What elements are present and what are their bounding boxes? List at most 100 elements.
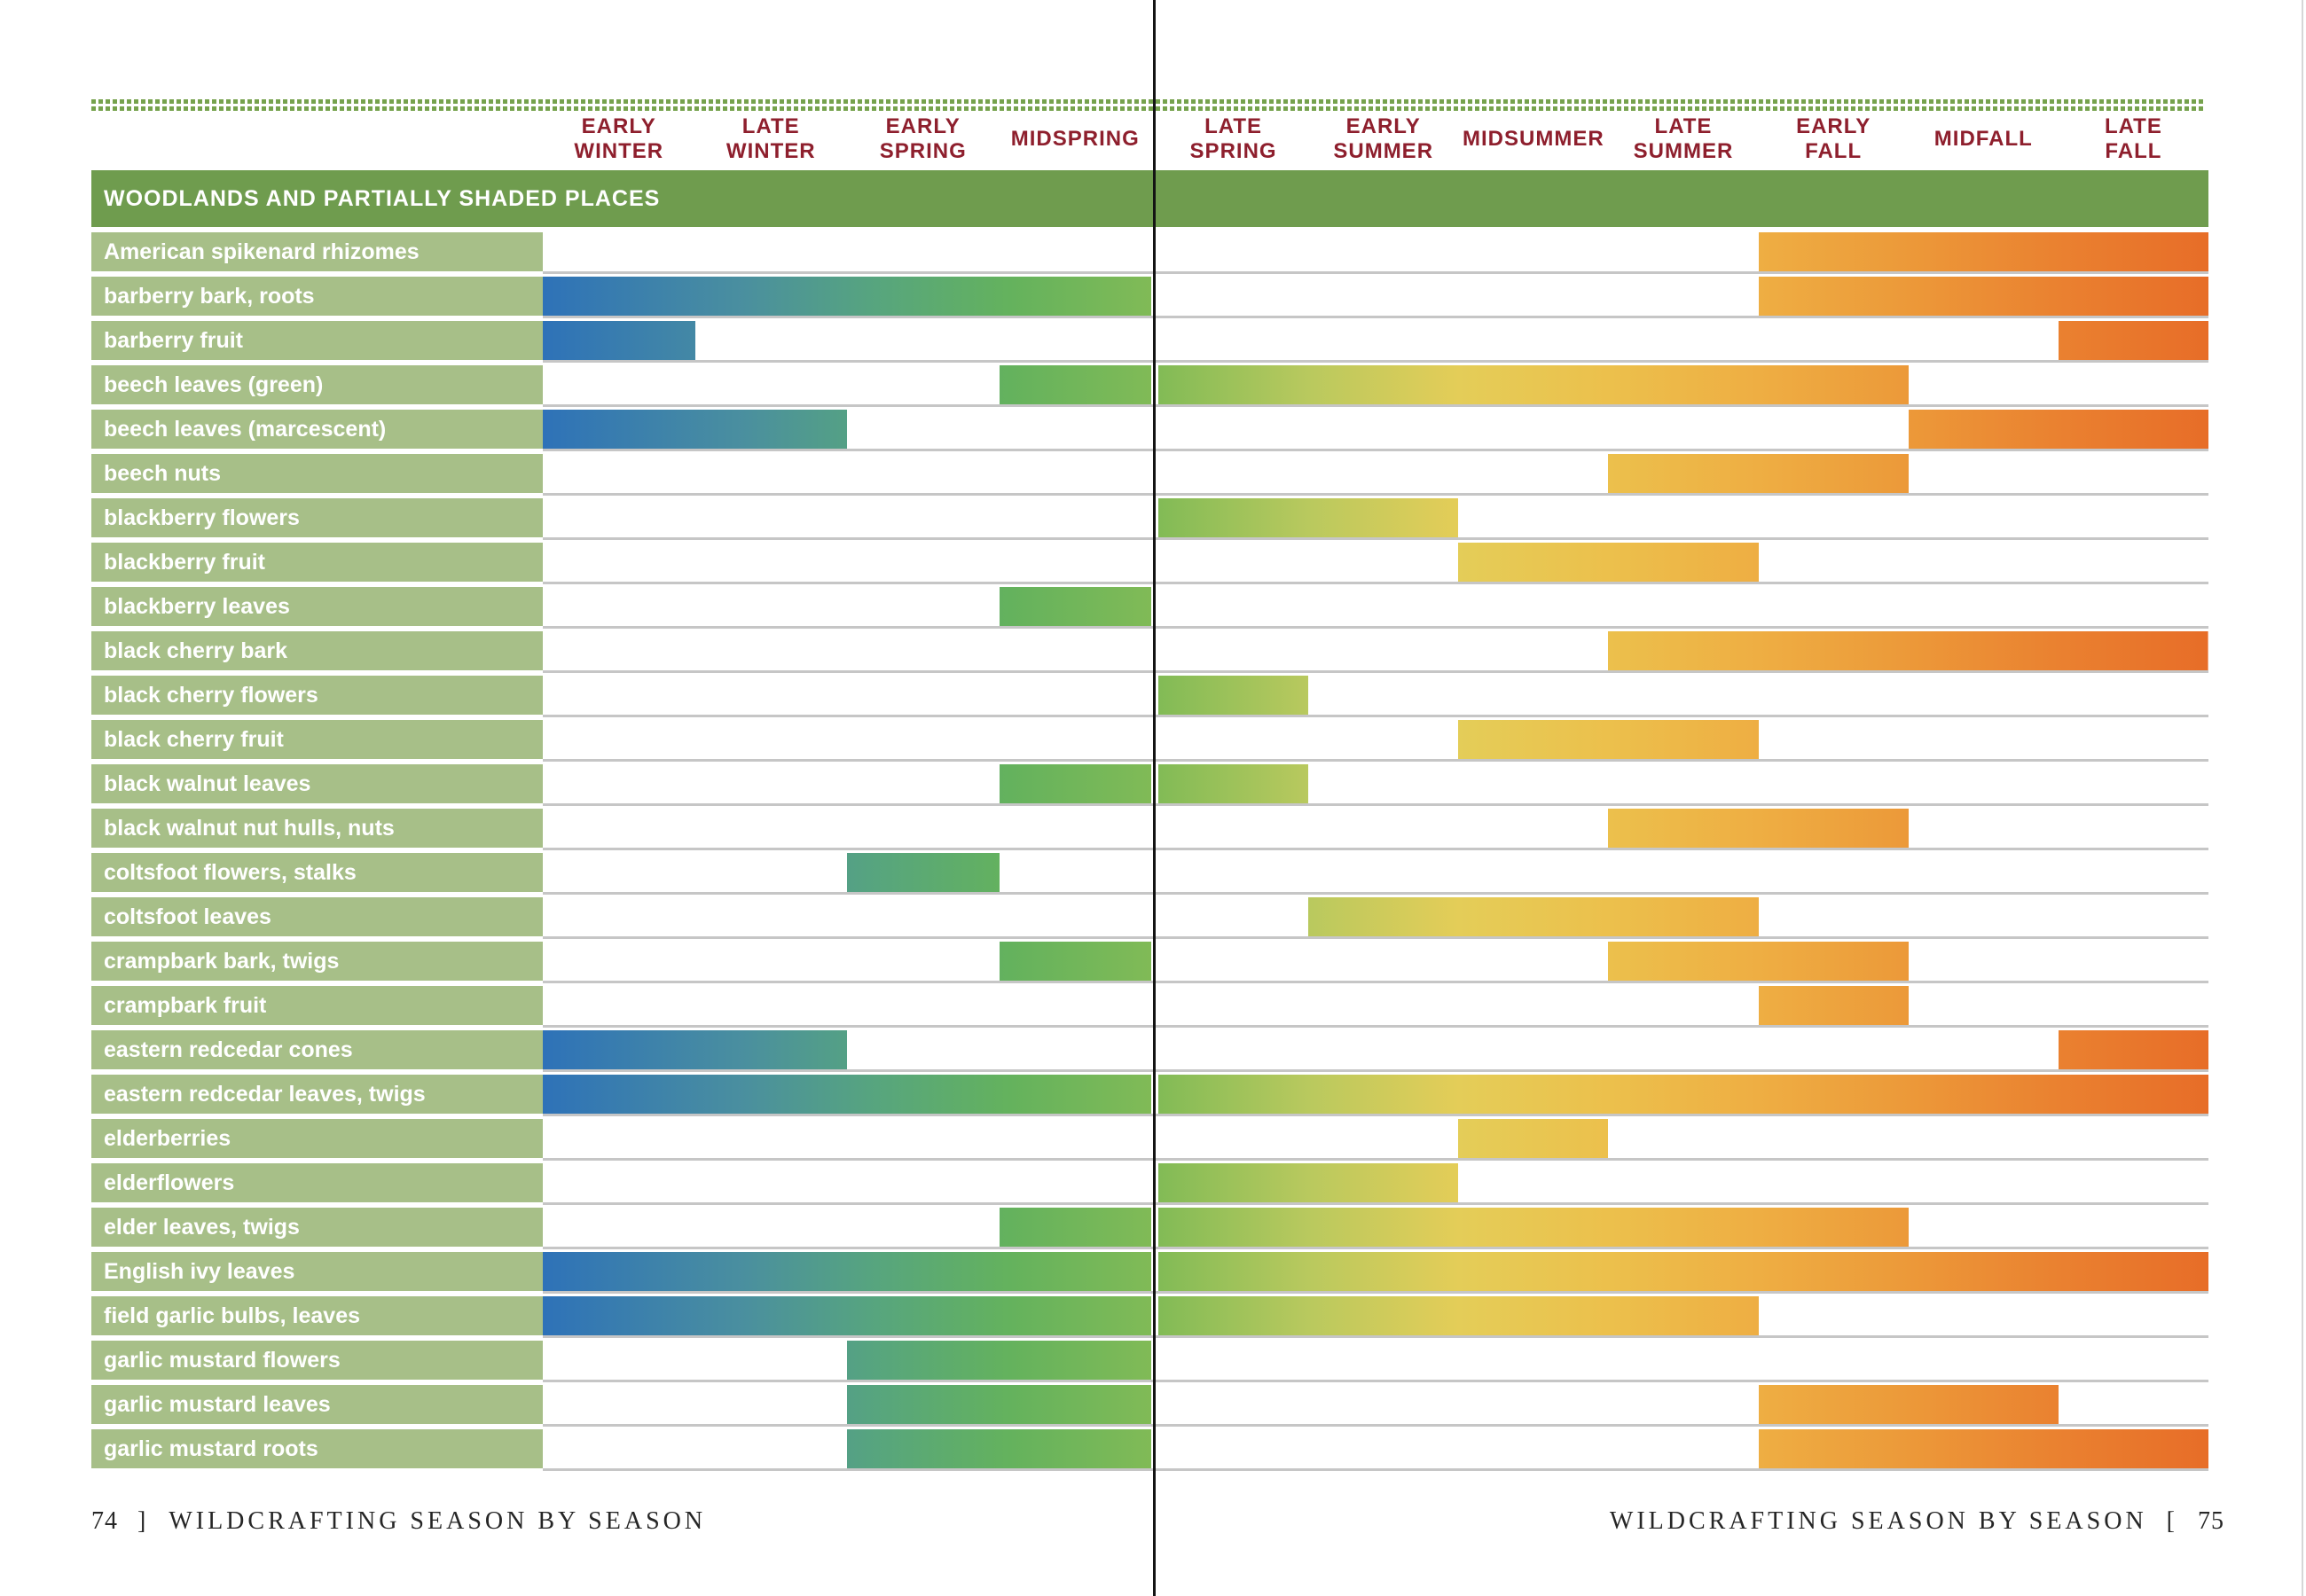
row-label-elderberries: elderberries [91,1119,543,1158]
season-header-line: SUMMER [1633,139,1734,163]
row-separator [543,537,2208,540]
row-separator [543,316,2208,318]
row-separator [543,1069,2208,1072]
page-number-right: 75 [2198,1507,2224,1535]
row-label-barberry-bark-roots: barberry bark, roots [91,277,543,316]
footer-bracket-right: [ [2166,1507,2178,1535]
season-bar-barberry-fruit [543,321,695,360]
row-separator [543,1202,2208,1205]
season-header-line: EARLY [885,114,961,138]
season-header-line: EARLY [581,114,656,138]
row-separator [543,1291,2208,1294]
row-label-beech-nuts: beech nuts [91,454,543,493]
row-separator [543,1114,2208,1116]
season-bar-barberry-bark-roots [543,277,1151,316]
season-bar-barberry-bark-roots [1758,277,2208,316]
row-label-blackberry-flowers: blackberry flowers [91,498,543,537]
season-bar-beech-leaves-marcescent [1908,410,2208,449]
row-separator [543,1335,2208,1338]
season-header-line: FALL [2105,139,2162,163]
row-label-black-cherry-bark: black cherry bark [91,631,543,670]
footer-right: WILDCRAFTING SEASON BY SEASON [75 [1610,1507,2224,1536]
season-bar-elder-leaves-twigs [1158,1208,1909,1247]
row-separator [543,271,2208,274]
season-header-line: SUMMER [1333,139,1434,163]
season-bar-american-spikenard-rhizomes [1758,232,2208,271]
season-header-late-winter: LATE WINTER [686,112,855,167]
season-bar-black-cherry-flowers [1158,676,1309,715]
row-label-black-cherry-flowers: black cherry flowers [91,676,543,715]
season-bar-beech-nuts [1608,454,1909,493]
season-bar-eastern-redcedar-cones [543,1030,847,1069]
season-bar-blackberry-leaves [999,587,1151,626]
season-header-line: MIDSUMMER [1463,127,1604,151]
row-separator [543,449,2208,451]
row-separator [543,493,2208,496]
row-separator [543,1380,2208,1382]
season-header-midfall: MIDFALL [1899,112,2067,167]
footer-left: 74] WILDCRAFTING SEASON BY SEASON [91,1507,706,1536]
row-separator [543,1025,2208,1028]
row-separator [543,404,2208,407]
season-header-line: LATE [2104,114,2162,138]
season-bar-coltsfoot-leaves [1308,897,1759,936]
season-bar-garlic-mustard-flowers [847,1341,1151,1380]
row-label-english-ivy-leaves: English ivy leaves [91,1252,543,1291]
season-header-line: SPRING [879,139,967,163]
season-header-line: MIDSPRING [1010,127,1140,151]
row-separator [543,848,2208,850]
season-header-early-winter: EARLY WINTER [535,112,703,167]
row-label-coltsfoot-flowers-stalks: coltsfoot flowers, stalks [91,853,543,892]
season-header-line: LATE [1204,114,1262,138]
row-label-beech-leaves-marcescent: beech leaves (marcescent) [91,410,543,449]
page-number-left: 74 [91,1507,118,1535]
row-label-blackberry-leaves: blackberry leaves [91,587,543,626]
season-header-early-fall: EARLY FALL [1749,112,1918,167]
row-separator [543,1247,2208,1249]
season-header-late-fall: LATE FALL [2049,112,2217,167]
row-label-crampbark-fruit: crampbark fruit [91,986,543,1025]
season-bar-blackberry-flowers [1158,498,1459,537]
season-bar-crampbark-fruit [1758,986,1909,1025]
season-header-midspring: MIDSPRING [991,112,1159,167]
season-bar-coltsfoot-flowers-stalks [847,853,1000,892]
row-label-elderflowers: elderflowers [91,1163,543,1202]
season-header-line: WINTER [726,139,816,163]
row-label-garlic-mustard-flowers: garlic mustard flowers [91,1341,543,1380]
row-label-beech-leaves-green: beech leaves (green) [91,365,543,404]
season-header-early-spring: EARLY SPRING [839,112,1008,167]
section-header: WOODLANDS AND PARTIALLY SHADED PLACES [91,170,2208,227]
row-separator [543,626,2208,629]
season-bar-elderberries [1458,1119,1609,1158]
season-bar-english-ivy-leaves [543,1252,1151,1291]
season-bar-eastern-redcedar-cones [2058,1030,2208,1069]
row-label-garlic-mustard-leaves: garlic mustard leaves [91,1385,543,1424]
season-bar-beech-leaves-marcescent [543,410,847,449]
row-separator [543,1468,2208,1471]
row-label-black-walnut-nut-hulls-nuts: black walnut nut hulls, nuts [91,809,543,848]
season-bar-english-ivy-leaves [1158,1252,2208,1291]
row-separator [543,715,2208,717]
row-separator [543,803,2208,806]
season-bar-crampbark-bark-twigs [1608,942,1909,981]
season-bar-barberry-fruit [2058,321,2208,360]
season-bar-black-cherry-fruit [1458,720,1759,759]
row-label-elder-leaves-twigs: elder leaves, twigs [91,1208,543,1247]
page-gutter-line [1153,0,1156,1596]
row-separator [543,892,2208,895]
running-title-right: WILDCRAFTING SEASON BY SEASON [1609,1507,2147,1535]
season-header-line: LATE [1654,114,1713,138]
season-bar-eastern-redcedar-leaves-twigs [1158,1075,2208,1114]
season-header-late-spring: LATE SPRING [1149,112,1318,167]
season-bar-elderflowers [1158,1163,1459,1202]
row-separator [543,1424,2208,1427]
season-header-line: FALL [1805,139,1863,163]
row-label-american-spikenard-rhizomes: American spikenard rhizomes [91,232,543,271]
season-bar-black-cherry-bark [1608,631,2208,670]
season-bar-garlic-mustard-leaves [1758,1385,2059,1424]
season-bar-field-garlic-bulbs-leaves [543,1296,1151,1335]
row-separator [543,1158,2208,1161]
row-label-coltsfoot-leaves: coltsfoot leaves [91,897,543,936]
season-bar-field-garlic-bulbs-leaves [1158,1296,1759,1335]
row-label-crampbark-bark-twigs: crampbark bark, twigs [91,942,543,981]
